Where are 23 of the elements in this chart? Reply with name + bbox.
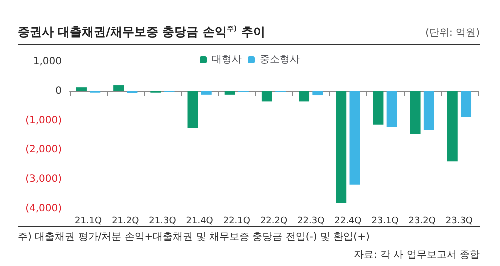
x-tick-label: 21.3Q bbox=[149, 216, 176, 226]
x-tick-label: 21.1Q bbox=[74, 216, 102, 226]
x-tick-label: 21.4Q bbox=[186, 216, 214, 226]
x-tick-label: 22.2Q bbox=[260, 216, 288, 226]
x-tick-label: 22.3Q bbox=[298, 216, 325, 226]
x-tick-label: 22.4Q bbox=[334, 216, 362, 226]
x-tick-label: 23.3Q bbox=[446, 216, 474, 226]
y-tick-label: (2,000) bbox=[26, 144, 62, 156]
legend-label: 중소형사 bbox=[260, 54, 300, 66]
y-tick-label: (3,000) bbox=[26, 174, 62, 186]
chart-title: 증권사 대출채권/채무보증 충당금 손익$^{주)}$ 추이 bbox=[18, 24, 266, 41]
x-tick-label: 23.1Q bbox=[372, 216, 399, 226]
y-tick-label: 1,000 bbox=[33, 56, 62, 68]
text: 자료: 각 사 업무보고서 종합 bbox=[352, 249, 480, 262]
x-tick-label: 23.2Q bbox=[408, 216, 436, 226]
chart-subtitle: (단위: 억원) bbox=[426, 27, 480, 40]
legend-label: 대형사 bbox=[212, 54, 242, 66]
text: 주) 대출채권 평가/처분 손익+대출채권 및 채무보증 충당금 전입(-) 및 환입(+) bbox=[18, 231, 371, 244]
y-tick-label: (1,000) bbox=[26, 115, 62, 126]
x-tick-label: 21.2Q bbox=[112, 216, 140, 226]
y-tick-label: (4,000) bbox=[26, 204, 62, 214]
x-tick-label: 22.1Q bbox=[223, 216, 250, 226]
y-tick-label: 0 bbox=[56, 86, 62, 97]
